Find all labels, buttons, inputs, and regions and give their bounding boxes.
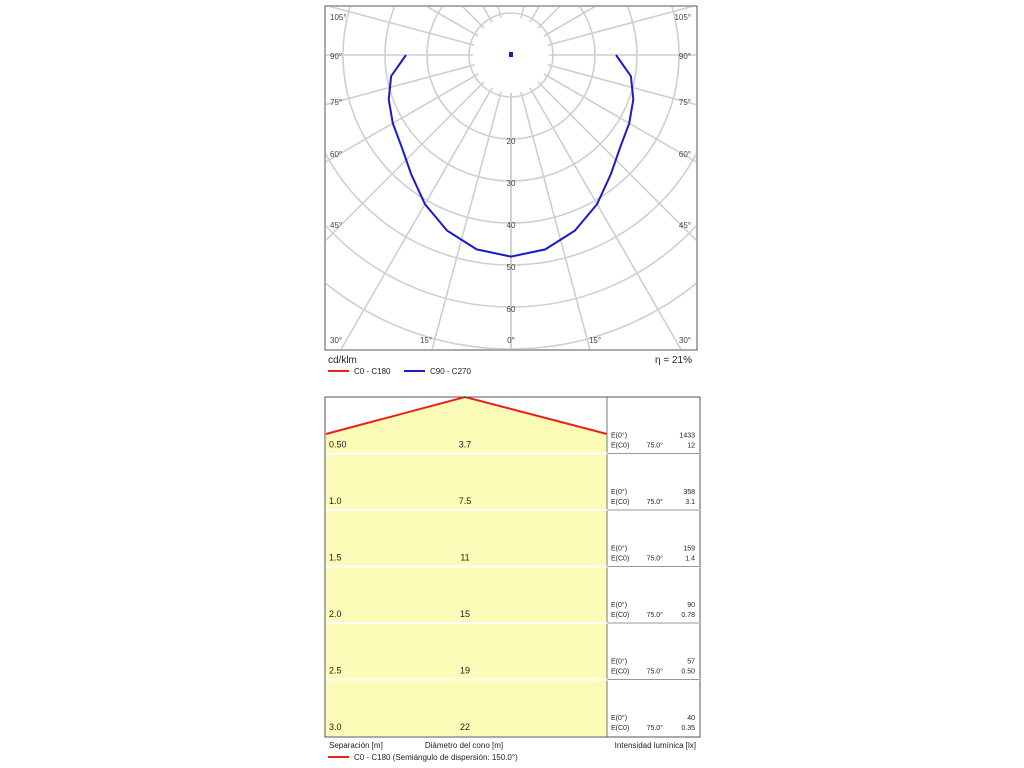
- cone-diagram: 0.50 3.7 E(0°) 1433 E(C0) 75.0° 12 1.0 7.5 E(0°) 3…: [324, 395, 701, 762]
- row-ec0-label: E(C0): [611, 612, 629, 619]
- row-e0-value: 40: [687, 715, 695, 722]
- angle-label-right-30: 30°: [679, 336, 691, 345]
- row-e0-label: E(0°): [611, 545, 627, 553]
- zenith-marker: [509, 52, 513, 57]
- row-e0-value: 159: [683, 546, 695, 553]
- legend-label-c0-c180: C0 - C180: [354, 367, 391, 376]
- row-ec0-value: 1.4: [685, 556, 695, 563]
- angle-label-right-105: 105°: [674, 13, 691, 22]
- row-separation: 2.0: [329, 609, 342, 619]
- cone-rows: 0.50 3.7 E(0°) 1433 E(C0) 75.0° 12 1.0 7.5 E(0°) 3…: [326, 432, 700, 732]
- angle-label-right-45: 45°: [679, 221, 691, 230]
- radial-label-50: 50: [507, 263, 516, 272]
- grid-spoke: [529, 87, 682, 349]
- row-diameter: 3.7: [459, 440, 472, 450]
- row-e0-value: 1433: [679, 433, 695, 440]
- row-separation: 1.0: [329, 496, 342, 506]
- row-e0-label: E(0°): [611, 714, 627, 722]
- radial-label-30: 30: [507, 179, 516, 188]
- row-separation: 3.0: [329, 722, 342, 732]
- grid-spoke: [547, 64, 696, 106]
- row-ec0-label: E(C0): [611, 499, 629, 506]
- row-ec0-value: 12: [687, 443, 695, 450]
- angle-label-bottom-15-left: 15°: [420, 336, 432, 345]
- row-diameter: 19: [460, 666, 470, 676]
- row-diameter: 22: [460, 722, 470, 732]
- row-e0-label: E(0°): [611, 658, 627, 666]
- polar-grid: [326, 7, 696, 349]
- row-e0-value: 57: [687, 659, 695, 666]
- row-diameter: 7.5: [459, 496, 472, 506]
- row-e0-label: E(0°): [611, 432, 627, 440]
- efficiency-label: η = 21%: [655, 355, 692, 366]
- row-ec0-value: 3.1: [685, 499, 695, 506]
- footer-intensity: Intensidad lumínica [lx]: [615, 741, 696, 750]
- angle-label-right-60: 60°: [679, 150, 691, 159]
- row-e0-label: E(0°): [611, 488, 627, 496]
- angle-label-left-45: 45°: [330, 221, 342, 230]
- row-ec0-label: E(C0): [611, 556, 629, 563]
- row-ec0-label: E(C0): [611, 443, 629, 450]
- row-diameter: 15: [460, 609, 470, 619]
- row-ec0-value: 0.35: [681, 725, 695, 732]
- footer-diameter: Diámetro del cono [m]: [425, 741, 503, 750]
- row-separation: 0.50: [329, 440, 347, 450]
- row-e0-value: 358: [683, 489, 695, 496]
- row-e0-label: E(0°): [611, 601, 627, 609]
- row-ec0-angle: 75.0°: [647, 555, 664, 563]
- series-c90-c270-line: [387, 54, 635, 258]
- unit-label: cd/klm: [328, 355, 357, 366]
- angle-label-bottom-15-right: 15°: [589, 336, 601, 345]
- grid-spoke: [547, 7, 694, 46]
- angle-label-left-75: 75°: [330, 98, 342, 107]
- angle-label-left-30: 30°: [330, 336, 342, 345]
- angle-label-right-90: 90°: [679, 52, 691, 61]
- grid-spoke: [520, 91, 591, 349]
- angle-label-left-90: 90°: [330, 52, 342, 61]
- row-ec0-label: E(C0): [611, 669, 629, 676]
- angle-label-bottom-0: 0°: [507, 336, 515, 345]
- angle-label-left-60: 60°: [330, 150, 342, 159]
- grid-spoke: [326, 64, 475, 106]
- row-ec0-value: 0.50: [681, 669, 695, 676]
- angle-label-right-75: 75°: [679, 98, 691, 107]
- angle-label-left-105: 105°: [330, 13, 347, 22]
- row-separation: 1.5: [329, 553, 342, 563]
- legend-label-c90-c270: C90 - C270: [430, 367, 471, 376]
- polar-curves: [387, 52, 635, 258]
- row-e0-value: 90: [687, 602, 695, 609]
- grid-spoke: [326, 81, 485, 242]
- cone-legend-label: C0 - C180 (Semiángulo de dispersión: 150…: [354, 753, 518, 762]
- grid-spoke: [431, 91, 502, 349]
- grid-spoke: [537, 81, 696, 242]
- row-ec0-angle: 75.0°: [647, 498, 664, 506]
- radial-label-20: 20: [507, 137, 516, 146]
- row-separation: 2.5: [329, 666, 342, 676]
- row-ec0-angle: 75.0°: [647, 668, 664, 676]
- polar-diagram: 105° 90° 75° 60° 45° 30° 105° 90° 75° 60…: [324, 5, 698, 376]
- row-ec0-angle: 75.0°: [647, 611, 664, 619]
- row-ec0-angle: 75.0°: [647, 724, 664, 732]
- row-ec0-label: E(C0): [611, 725, 629, 732]
- row-ec0-value: 0.78: [681, 612, 695, 619]
- radial-label-60: 60: [507, 305, 516, 314]
- grid-spoke: [543, 73, 696, 163]
- radial-label-40: 40: [507, 221, 516, 230]
- footer-separation: Separación [m]: [329, 741, 383, 750]
- grid-spoke: [328, 7, 475, 46]
- row-ec0-angle: 75.0°: [647, 442, 664, 450]
- grid-spoke: [340, 87, 493, 349]
- grid-spoke: [326, 73, 479, 163]
- row-diameter: 11: [460, 553, 469, 563]
